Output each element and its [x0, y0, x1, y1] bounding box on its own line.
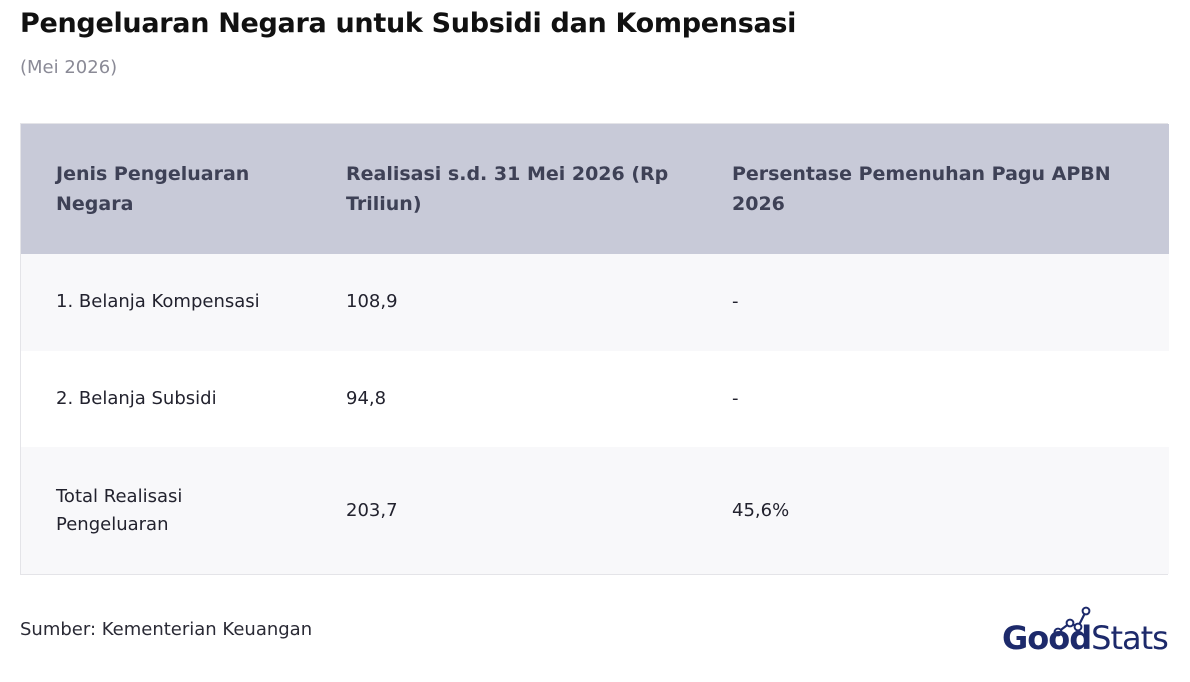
table-cell-persentase: -: [732, 387, 739, 409]
table-cell-persentase: 45,6%: [732, 499, 790, 521]
chart-subtitle: (Mei 2026): [20, 57, 118, 78]
table-row-total: Total Realisasi Pengeluaran 203,7 45,6%: [21, 447, 1169, 574]
table-row: 1. Belanja Kompensasi 108,9 -: [21, 254, 1169, 351]
column-header-realisasi: Realisasi s.d. 31 Mei 2026 (Rp Triliun): [346, 163, 669, 215]
table-cell-persentase: -: [732, 291, 739, 313]
table-header-row: Jenis Pengeluaran Negara Realisasi s.d. …: [21, 124, 1169, 254]
table-cell-jenis: 1. Belanja Kompensasi: [56, 291, 260, 313]
table-row: 2. Belanja Subsidi 94,8 -: [21, 350, 1169, 448]
goodstats-logo: GoodStats: [1000, 606, 1170, 660]
table-cell-jenis: Total Realisasi Pengeluaran: [56, 485, 183, 535]
data-table: Jenis Pengeluaran Negara Realisasi s.d. …: [21, 124, 1169, 574]
column-header-jenis: Jenis Pengeluaran Negara: [56, 163, 250, 215]
chart-nodes-icon: [1053, 606, 1091, 637]
table-body: 1. Belanja Kompensasi 108,9 - 2. Belanja…: [21, 254, 1169, 574]
table-header: Jenis Pengeluaran Negara Realisasi s.d. …: [21, 124, 1169, 254]
column-header-persentase: Persentase Pemenuhan Pagu APBN 2026: [732, 163, 1111, 215]
brand-wordmark: GoodStats: [1002, 619, 1169, 657]
chart-title: Pengeluaran Negara untuk Subsidi dan Kom…: [20, 8, 797, 39]
brand-name-light: Stats: [1091, 619, 1169, 657]
table-cell-realisasi: 94,8: [346, 387, 387, 409]
table-cell-realisasi: 108,9: [346, 291, 398, 313]
table-cell-realisasi: 203,7: [346, 499, 398, 521]
data-table-container: Jenis Pengeluaran Negara Realisasi s.d. …: [20, 123, 1169, 575]
brand-name-bold: Good: [1002, 619, 1092, 657]
source-note: Sumber: Kementerian Keuangan: [20, 619, 313, 640]
table-cell-jenis: 2. Belanja Subsidi: [56, 387, 217, 409]
